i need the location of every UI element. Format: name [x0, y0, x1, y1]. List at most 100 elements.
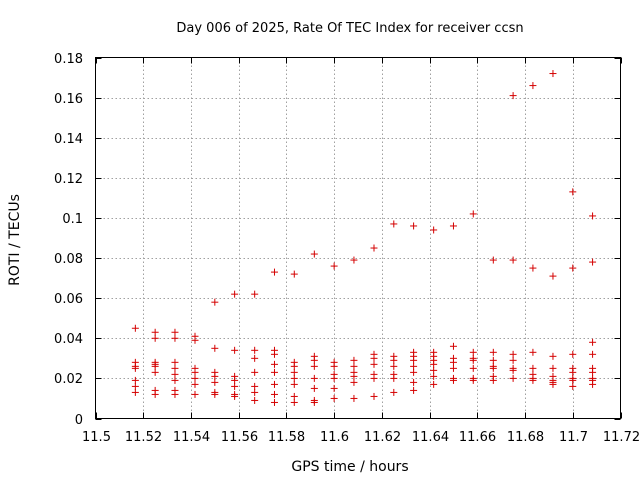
data-point — [410, 222, 418, 230]
x-tick-label: 11.64 — [412, 430, 449, 445]
data-point — [509, 350, 517, 358]
data-point — [469, 376, 477, 384]
data-point — [410, 386, 418, 394]
x-tick-label: 11.52 — [125, 430, 162, 445]
y-tick-label: 0 — [75, 413, 83, 428]
data-point — [589, 258, 597, 266]
data-point — [449, 222, 457, 230]
data-point — [131, 364, 139, 372]
data-point — [350, 356, 358, 364]
x-axis-label: GPS time / hours — [291, 459, 408, 475]
data-point — [569, 376, 577, 384]
data-point — [310, 250, 318, 258]
data-point — [251, 396, 259, 404]
data-point — [151, 334, 159, 342]
y-tick-label: 0.04 — [54, 332, 83, 347]
data-point — [191, 380, 199, 388]
data-point — [270, 360, 278, 368]
y-tick-label: 0.12 — [54, 172, 83, 187]
data-point — [390, 220, 398, 228]
data-point — [231, 392, 239, 400]
data-point — [270, 390, 278, 398]
data-point — [231, 382, 239, 390]
data-point — [350, 378, 358, 386]
data-point — [171, 328, 179, 336]
x-tick-label: 11.7 — [559, 430, 588, 445]
data-point — [449, 364, 457, 372]
y-tick-label: 0.18 — [54, 52, 83, 67]
data-point — [430, 366, 438, 374]
x-tick-labels: 11.5 11.52 11.54 11.56 11.58 11.6 11.62 11.64 11… — [82, 430, 640, 445]
data-point — [430, 380, 438, 388]
data-point — [569, 368, 577, 376]
data-point — [171, 334, 179, 342]
data-point — [569, 382, 577, 390]
data-point — [430, 226, 438, 234]
data-point — [390, 362, 398, 370]
data-point — [350, 372, 358, 380]
x-tick-label: 11.62 — [364, 430, 401, 445]
data-point — [151, 390, 159, 398]
data-point — [131, 382, 139, 390]
grid-lines — [95, 57, 621, 419]
data-point — [509, 366, 517, 374]
data-point — [589, 212, 597, 220]
axis-ticks — [95, 57, 622, 420]
data-point — [449, 342, 457, 350]
x-tick-label: 11.54 — [173, 430, 210, 445]
data-point — [251, 388, 259, 396]
data-point — [589, 380, 597, 388]
plot-frame — [95, 57, 621, 419]
data-point — [410, 362, 418, 370]
data-point — [469, 356, 477, 364]
data-point — [390, 388, 398, 396]
y-tick-label: 0.08 — [54, 252, 83, 267]
data-point — [350, 362, 358, 370]
x-tick-label: 11.58 — [268, 430, 305, 445]
data-point — [310, 374, 318, 382]
data-point — [191, 336, 199, 344]
data-point — [251, 354, 259, 362]
data-point — [211, 390, 219, 398]
data-point — [489, 376, 497, 384]
data-point — [231, 290, 239, 298]
data-point — [529, 376, 537, 384]
x-tick-label: 11.56 — [221, 430, 258, 445]
data-point — [529, 264, 537, 272]
data-point — [489, 256, 497, 264]
data-point — [509, 92, 517, 100]
data-point — [151, 368, 159, 376]
data-point — [310, 356, 318, 364]
data-point — [191, 374, 199, 382]
data-point — [131, 324, 139, 332]
data-point — [549, 352, 557, 360]
data-point — [171, 364, 179, 372]
data-points — [131, 70, 597, 406]
data-point — [370, 354, 378, 362]
data-point — [211, 298, 219, 306]
data-point — [430, 360, 438, 368]
data-point — [589, 338, 597, 346]
data-point — [410, 378, 418, 386]
data-point — [270, 350, 278, 358]
data-point — [509, 356, 517, 364]
data-point — [290, 380, 298, 388]
data-point — [430, 372, 438, 380]
data-point — [270, 380, 278, 388]
data-point — [330, 374, 338, 382]
y-tick-label: 0.02 — [54, 372, 83, 387]
data-point — [370, 374, 378, 382]
data-point — [509, 374, 517, 382]
data-point — [489, 356, 497, 364]
data-point — [310, 398, 318, 406]
data-point — [290, 398, 298, 406]
data-point — [449, 376, 457, 384]
data-point — [390, 374, 398, 382]
data-point — [231, 376, 239, 384]
data-point — [131, 376, 139, 384]
data-point — [171, 370, 179, 378]
chart-title: Day 006 of 2025, Rate Of TEC Index for r… — [176, 21, 523, 36]
data-point — [330, 362, 338, 370]
